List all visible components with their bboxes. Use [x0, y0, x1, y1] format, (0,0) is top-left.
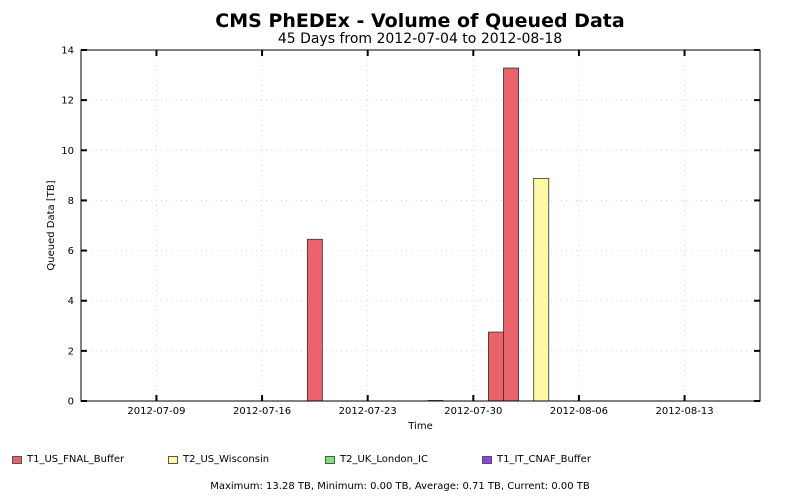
legend-item-t2-uk-london-ic: T2_UK_London_IC: [325, 454, 428, 465]
bar: [306, 238, 323, 402]
bar: [533, 177, 550, 402]
legend-swatch: [482, 455, 492, 464]
x-tick-label: 2012-08-06: [550, 406, 608, 417]
legend-label: T2_US_Wisconsin: [183, 454, 270, 465]
x-tick-label: 2012-07-16: [233, 406, 291, 417]
x-tick-label: 2012-07-23: [339, 406, 397, 417]
x-tick-label: 2012-07-30: [444, 406, 502, 417]
legend-item-t2-us-wisconsin: T2_US_Wisconsin: [168, 454, 269, 465]
y-tick-label: 8: [68, 196, 74, 207]
axes-frame: [80, 49, 761, 402]
chart-subtitle: 45 Days from 2012-07-04 to 2012-08-18: [277, 31, 563, 47]
x-axis-label: Time: [407, 421, 432, 432]
y-tick-label: 4: [68, 296, 74, 307]
legend-swatch: [325, 455, 335, 464]
y-tick-label: 2: [68, 346, 74, 357]
legend-label: T1_IT_CNAF_Buffer: [497, 454, 591, 465]
y-tick-label: 10: [61, 146, 74, 157]
bar: [503, 67, 519, 402]
y-tick-label: 6: [68, 246, 74, 257]
y-axis-label: Queued Data [TB]: [46, 180, 57, 270]
legend-swatch: [12, 455, 22, 464]
chart-title: CMS PhEDEx - Volume of Queued Data: [215, 10, 625, 32]
y-tick-label: 12: [61, 96, 74, 107]
y-tick-label: 0: [68, 397, 74, 408]
legend-label: T1_US_FNAL_Buffer: [27, 454, 125, 465]
legend-swatch: [168, 455, 178, 464]
x-tick-label: 2012-07-09: [127, 406, 185, 417]
x-tick-label: 2012-08-13: [655, 406, 713, 417]
legend-label: T2_UK_London_IC: [340, 454, 428, 465]
legend-item-t1-it-cnaf-buffer: T1_IT_CNAF_Buffer: [482, 454, 591, 465]
summary-statistics: Maximum: 13.28 TB, Minimum: 0.00 TB, Ave…: [210, 481, 590, 492]
bar: [487, 331, 504, 402]
y-tick-label: 14: [61, 46, 74, 57]
legend-item-t1-us-fnal-buffer: T1_US_FNAL_Buffer: [12, 454, 124, 465]
